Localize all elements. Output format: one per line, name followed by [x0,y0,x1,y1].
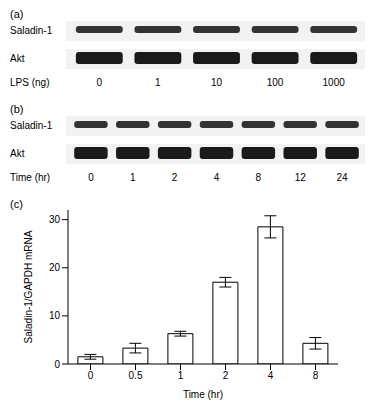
svg-text:8: 8 [256,172,262,183]
svg-text:(b): (b) [10,103,23,115]
svg-text:30: 30 [49,214,61,225]
svg-text:0.5: 0.5 [129,370,143,381]
svg-text:10: 10 [49,310,61,321]
svg-text:8: 8 [313,370,319,381]
svg-text:0: 0 [88,370,94,381]
svg-text:1: 1 [178,370,184,381]
svg-text:(a): (a) [10,8,23,20]
svg-text:Saladin-1: Saladin-1 [10,25,53,36]
svg-text:1: 1 [130,172,136,183]
svg-text:1: 1 [155,77,161,88]
svg-text:LPS (ng): LPS (ng) [10,77,49,88]
svg-text:0: 0 [97,77,103,88]
svg-text:Akt: Akt [10,53,25,64]
svg-text:Time (hr): Time (hr) [183,389,223,400]
svg-text:4: 4 [214,172,220,183]
svg-text:0: 0 [88,172,94,183]
svg-text:100: 100 [267,77,284,88]
svg-text:10: 10 [211,77,223,88]
svg-text:2: 2 [223,370,229,381]
svg-text:12: 12 [295,172,307,183]
html-text:(c): (c) [10,198,23,210]
svg-text:24: 24 [337,172,349,183]
svg-text:Time (hr): Time (hr) [10,172,50,183]
svg-text:1000: 1000 [323,77,346,88]
svg-text:20: 20 [49,262,61,273]
svg-text:2: 2 [172,172,178,183]
svg-text:Akt: Akt [10,148,25,159]
svg-text:0: 0 [54,359,60,370]
svg-text:Saladin-1/GAPDH mRNA: Saladin-1/GAPDH mRNA [23,230,34,343]
svg-text:4: 4 [268,370,274,381]
svg-text:Saladin-1: Saladin-1 [10,120,53,131]
